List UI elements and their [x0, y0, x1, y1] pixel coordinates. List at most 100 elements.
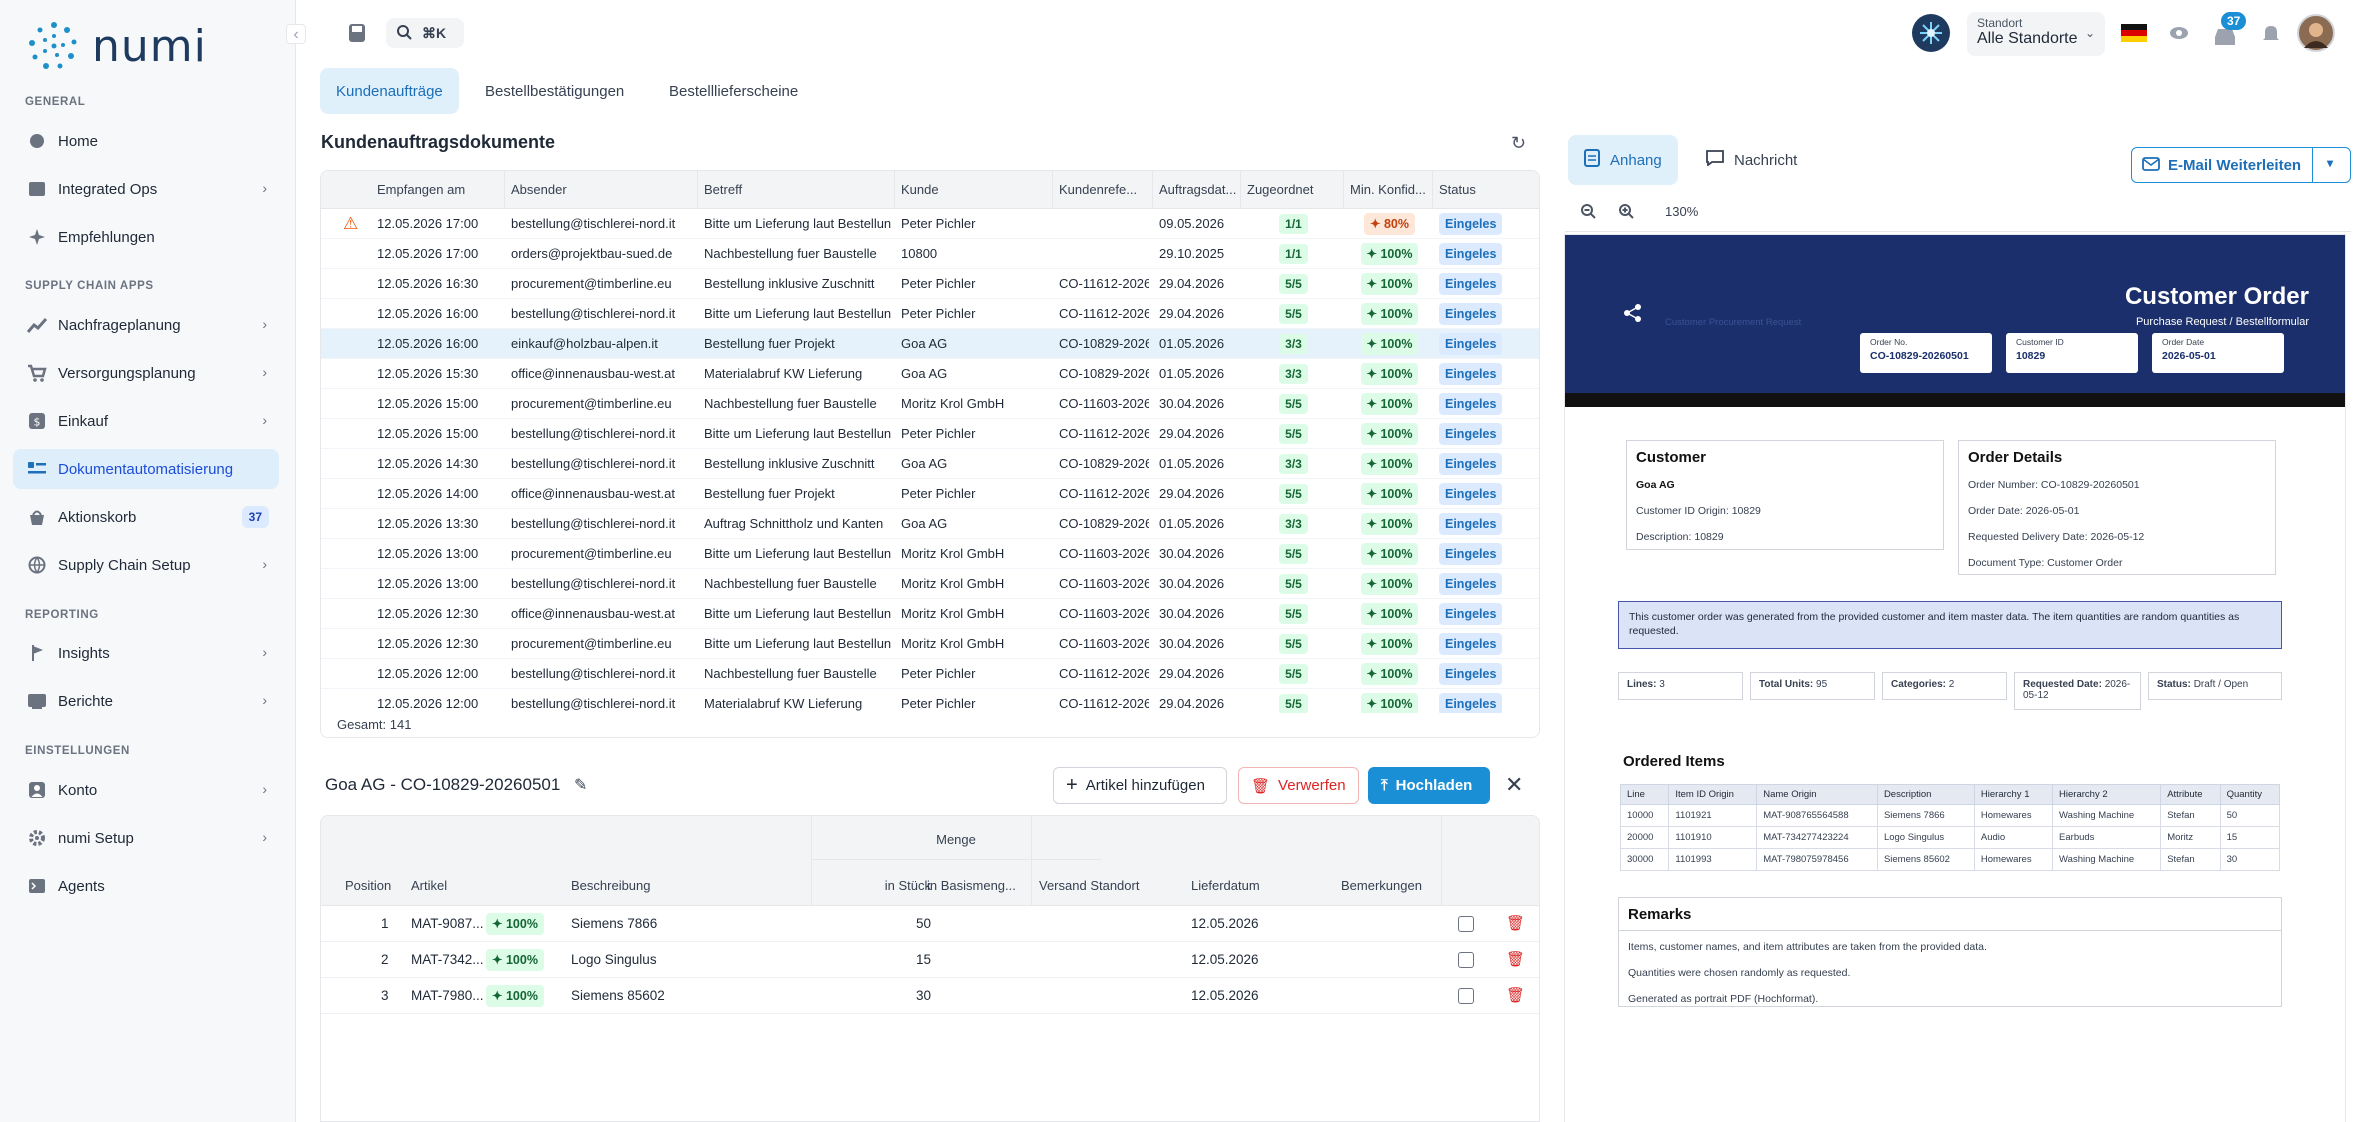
table-cell: ✦ 100% — [1344, 359, 1429, 389]
refresh-icon[interactable]: ↻ — [1511, 133, 1527, 153]
item-checkbox[interactable] — [1458, 916, 1474, 932]
forward-email-button[interactable]: E-Mail Weiterleiten ▾ — [2131, 147, 2351, 183]
discard-button[interactable]: 🗑 Verwerfen — [1238, 767, 1359, 804]
sidebar-item-insights[interactable]: Insights › — [13, 633, 279, 673]
grid-col-header[interactable]: Auftragsdat... — [1153, 171, 1241, 209]
german-flag-icon[interactable] — [2119, 18, 2149, 48]
sidebar-item-numi-setup[interactable]: numi Setup › — [13, 818, 279, 858]
table-row[interactable]: 12.05.2026 14:00 office@innenausbau-west.… — [321, 479, 1539, 509]
table-row[interactable]: 12.05.2026 13:00 procurement@timberline.e… — [321, 539, 1539, 569]
table-row[interactable]: 12.05.2026 12:00 bestellung@tischlerei-no… — [321, 659, 1539, 689]
add-article-button[interactable]: + Artikel hinzufügen — [1053, 767, 1227, 804]
sidebar-item-home[interactable]: Home — [13, 121, 279, 161]
tab-kundenauftraege[interactable]: Kundenaufträge — [320, 68, 459, 114]
table-row[interactable]: 12.05.2026 12:00 bestellung@tischlerei-no… — [321, 689, 1539, 719]
item-checkbox[interactable] — [1458, 988, 1474, 1004]
item-checkbox[interactable] — [1458, 952, 1474, 968]
grid-col-header[interactable]: Zugeordnet — [1241, 171, 1344, 209]
table-row[interactable]: 12.05.2026 15:30 office@innenausbau-west.… — [321, 359, 1539, 389]
tab-message[interactable]: Nachricht — [1690, 135, 1813, 185]
sidebar-item-berichte[interactable]: Berichte › — [13, 681, 279, 721]
sidebar-item-dokumentautomatisierung[interactable]: Dokumentautomatisierung — [13, 449, 279, 489]
item-article[interactable]: MAT-9087... — [411, 916, 484, 931]
assistant-icon[interactable] — [1912, 14, 1950, 52]
confidence-badge: ✦ 100% — [1360, 573, 1419, 595]
sidebar-item-empfehlungen[interactable]: Empfehlungen — [13, 217, 279, 257]
table-row[interactable]: 12.05.2026 16:30 procurement@timberline.e… — [321, 269, 1539, 299]
table-row[interactable]: 12.05.2026 13:30 bestellung@tischlerei-no… — [321, 509, 1539, 539]
chevron-down-icon[interactable]: ▾ — [2327, 156, 2334, 170]
grid-col-header[interactable]: Absender — [505, 171, 698, 209]
table-row[interactable]: 12.05.2026 14:30 bestellung@tischlerei-no… — [321, 449, 1539, 479]
table-cell: Bitte um Lieferung laut Bestellung — [704, 546, 891, 561]
item-delivery-date[interactable]: 12.05.2026 — [1191, 988, 1259, 1003]
close-icon[interactable]: ✕ — [1505, 772, 1524, 797]
item-description[interactable]: Siemens 85602 — [571, 988, 665, 1003]
bell-icon[interactable] — [2256, 18, 2286, 48]
table-row[interactable]: ⚠ 12.05.2026 17:00 bestellung@tischlerei-n… — [321, 209, 1539, 239]
status-badge: Eingeles — [1439, 423, 1503, 445]
zoom-level[interactable]: 130% — [1665, 204, 1699, 219]
table-row[interactable]: 12.05.2026 13:00 bestellung@tischlerei-no… — [321, 569, 1539, 599]
sidebar-item-supply-chain-setup[interactable]: Supply Chain Setup › — [13, 545, 279, 585]
item-article[interactable]: MAT-7980... — [411, 988, 484, 1003]
tab-bestelllieferscheine[interactable]: Bestelllieferscheine — [669, 82, 799, 100]
table-row[interactable]: 12.05.2026 16:00 einkauf@holzbau-alpen.it… — [321, 329, 1539, 359]
table-row[interactable]: 12.05.2026 16:00 bestellung@tischlerei-no… — [321, 299, 1539, 329]
sidebar-item-integrated-ops[interactable]: Integrated Ops › — [13, 169, 279, 209]
inbox-icon[interactable] — [2210, 22, 2240, 52]
grid-col-header[interactable]: Betreff — [698, 171, 895, 209]
item-delivery-date[interactable]: 12.05.2026 — [1191, 952, 1259, 967]
item-article[interactable]: MAT-7342... — [411, 952, 484, 967]
search-icon — [396, 24, 412, 43]
table-row[interactable]: 12.05.2026 17:00 orders@projektbau-sued.d… — [321, 239, 1539, 269]
item-delivery-date[interactable]: 12.05.2026 — [1191, 916, 1259, 931]
sidebar-item-konto[interactable]: Konto › — [13, 770, 279, 810]
grid-col-header[interactable]: Kundenrefe... — [1053, 171, 1153, 209]
sidebar-item-aktionskorb[interactable]: Aktionskorb 37 — [13, 497, 279, 537]
item-quantity[interactable]: 50 — [915, 916, 931, 931]
grid-col-header[interactable]: Min. Konfid... — [1344, 171, 1433, 209]
confidence-value: 100% — [1380, 247, 1413, 261]
trash-icon[interactable]: 🗑 — [1506, 987, 1526, 1004]
grid-col-header[interactable]: Empfangen am — [371, 171, 505, 209]
site-selector[interactable]: Standort Alle Standorte ⌄ — [1967, 12, 2105, 56]
order-number: Order Number: CO-10829-20260501 — [1968, 479, 2140, 491]
pdf-table-cell: 30000 — [1619, 848, 1670, 871]
sidebar-item-nachfrageplanung[interactable]: Nachfrageplanung › — [13, 305, 279, 345]
list-item[interactable]: 3 MAT-7980... ✦ 100% Siemens 85602 30 12.05.2… — [321, 978, 1539, 1014]
upload-button[interactable]: ⤒ Hochladen — [1368, 767, 1490, 804]
sidebar-item-einkauf[interactable]: $ Einkauf › — [13, 401, 279, 441]
table-cell: bestellung@tischlerei-nord.it — [511, 216, 676, 231]
list-item[interactable]: 1 MAT-9087... ✦ 100% Siemens 7866 50 12.05.20… — [321, 906, 1539, 942]
zoom-out-icon[interactable] — [1580, 203, 1596, 224]
trash-icon[interactable]: 🗑 — [1506, 951, 1526, 968]
sidebar-item-agents[interactable]: Agents — [13, 866, 279, 906]
save-icon[interactable] — [342, 18, 372, 48]
sidebar-item-versorgungsplanung[interactable]: Versorgungsplanung › — [13, 353, 279, 393]
table-row[interactable]: 12.05.2026 15:00 bestellung@tischlerei-no… — [321, 419, 1539, 449]
search-button[interactable]: ⌘K — [386, 18, 464, 48]
eye-icon[interactable] — [2164, 18, 2194, 48]
avatar[interactable] — [2297, 14, 2335, 52]
table-row[interactable]: 12.05.2026 12:30 procurement@timberline.e… — [321, 629, 1539, 659]
pdf-viewer[interactable]: Customer Procurement Request Customer Or… — [1565, 235, 2345, 1122]
grid-col-header[interactable]: Kunde — [895, 171, 1053, 209]
item-quantity[interactable]: 30 — [915, 988, 931, 1003]
trash-icon[interactable]: 🗑 — [1506, 915, 1526, 932]
item-quantity[interactable]: 15 — [915, 952, 931, 967]
table-cell: Moritz Krol GmbH — [901, 636, 1005, 651]
grid-col-header[interactable]: Status — [1433, 171, 1539, 209]
edit-icon[interactable]: ✎ — [574, 777, 588, 794]
table-row[interactable]: 12.05.2026 15:00 procurement@timberline.e… — [321, 389, 1539, 419]
list-item[interactable]: 2 MAT-7342... ✦ 100% Logo Singulus 15 12.05.2… — [321, 942, 1539, 978]
tab-bestellbestaetigungen[interactable]: Bestellbestätigungen — [485, 82, 625, 100]
item-description[interactable]: Siemens 7866 — [571, 916, 658, 931]
item-description[interactable]: Logo Singulus — [571, 952, 657, 967]
numi-logo[interactable]: numi — [26, 20, 207, 72]
zoom-in-icon[interactable] — [1618, 203, 1634, 224]
status-badge: Eingeles — [1439, 243, 1503, 265]
table-row[interactable]: 12.05.2026 12:30 office@innenausbau-west.… — [321, 599, 1539, 629]
tab-attachment[interactable]: Anhang — [1568, 135, 1678, 185]
collapse-sidebar-button[interactable]: ‹ — [286, 24, 306, 44]
